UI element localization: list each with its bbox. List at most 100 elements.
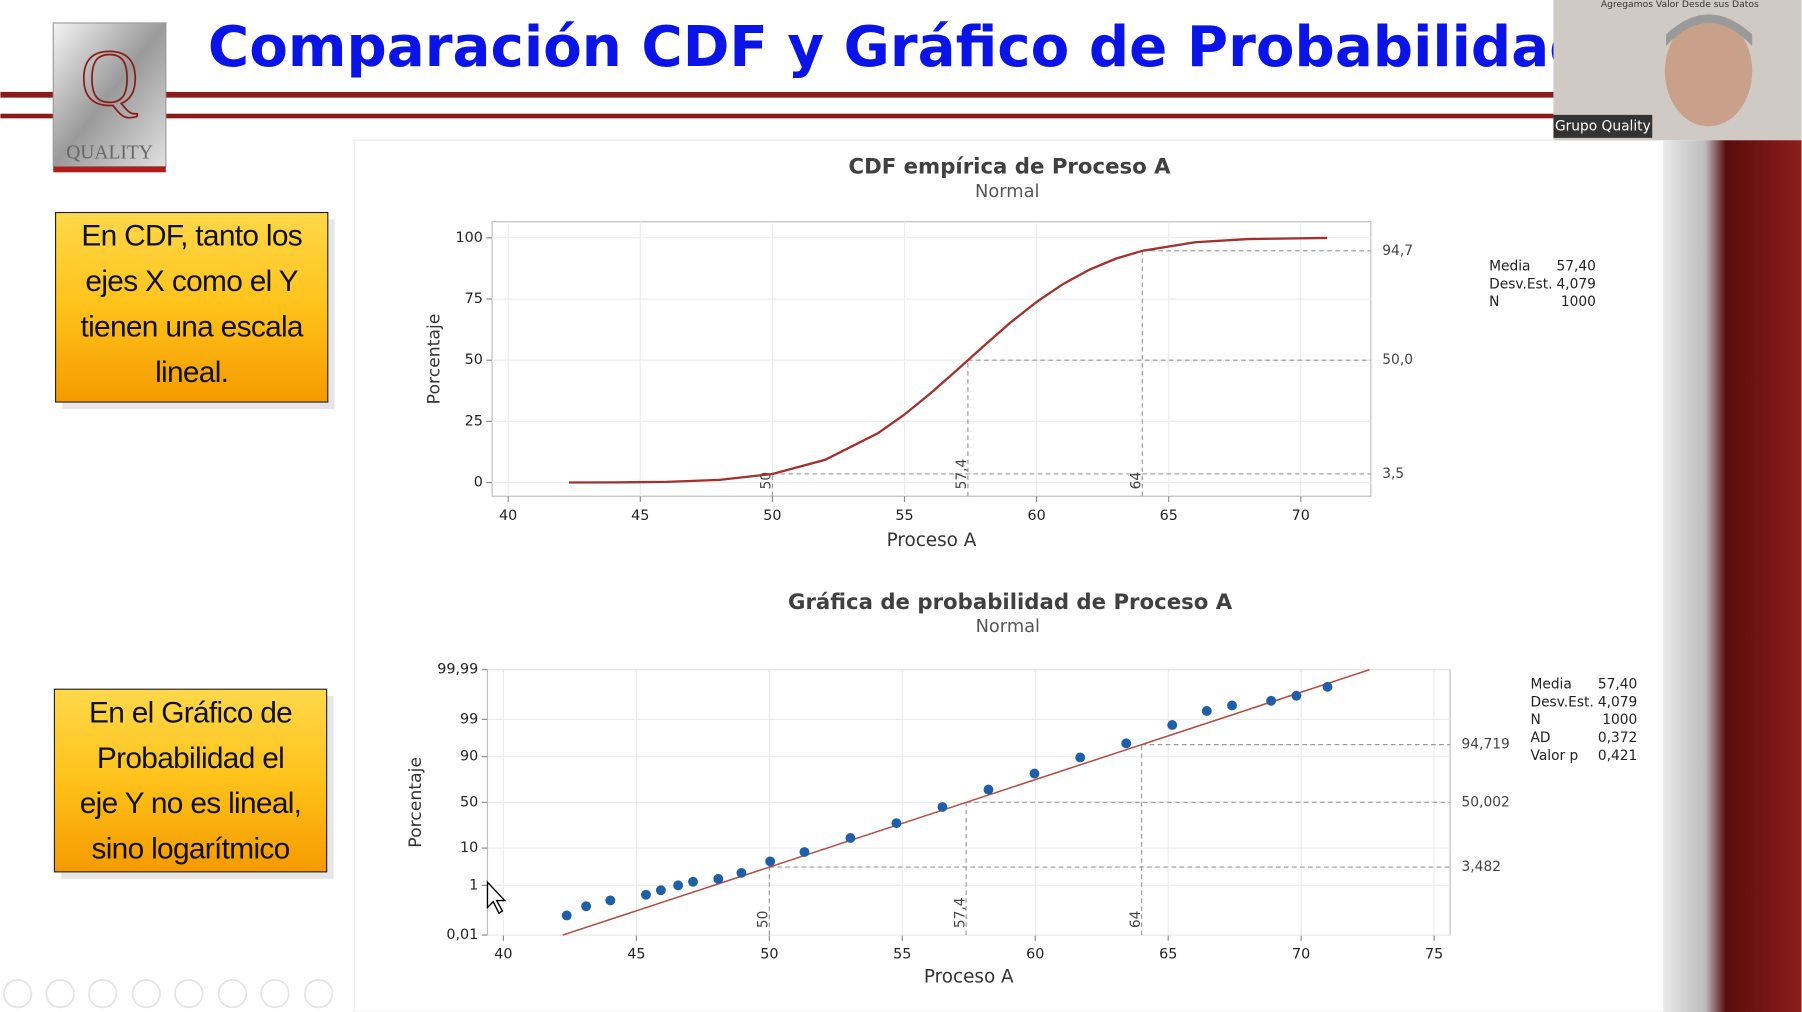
- notes: En CDF, tanto los ejes X como el Y tienen …: [53, 211, 335, 879]
- title-rule: [0, 91, 1554, 98]
- toolbar-button[interactable]: [45, 978, 75, 1009]
- side-decoration: [1663, 140, 1802, 1012]
- reference-x-label: 64: [1129, 472, 1145, 490]
- y-tick-label: 50: [465, 352, 483, 368]
- webcam-banner: Agregamos Valor Desde sus Datos: [1601, 0, 1759, 10]
- data-point: [1291, 690, 1302, 701]
- data-point: [605, 895, 616, 906]
- logo-text: QUALITY: [66, 142, 153, 163]
- reference-y-label: 50,0: [1382, 352, 1413, 368]
- data-point: [845, 833, 856, 843]
- y-tick-label: 99: [460, 711, 478, 727]
- toolbar-button[interactable]: [88, 978, 118, 1009]
- stat-value: 57,40: [1557, 258, 1596, 274]
- chart-subtitle: Normal: [976, 616, 1040, 637]
- data-point: [891, 818, 902, 829]
- data-point: [655, 885, 666, 896]
- x-tick-label: 40: [494, 947, 512, 963]
- y-tick-label: 25: [465, 413, 483, 429]
- note-box: [54, 211, 329, 403]
- stat-value: 1000: [1561, 294, 1596, 310]
- data-point: [641, 889, 651, 900]
- cdf-line: [568, 236, 1328, 484]
- data-point: [1167, 720, 1178, 730]
- y-tick-label: 0: [474, 475, 483, 491]
- toolbar-button[interactable]: [131, 978, 161, 1009]
- title-rule: [0, 113, 1554, 119]
- y-tick-label: 100: [455, 230, 482, 246]
- x-tick-label: 45: [627, 947, 645, 963]
- webcam-label: Grupo Quality: [1555, 118, 1651, 134]
- logo: [52, 22, 167, 168]
- x-tick-label: 40: [499, 508, 517, 524]
- x-axis-label: Proceso A: [924, 967, 1014, 988]
- x-tick-label: 65: [1160, 508, 1178, 524]
- reference-y-label: 94,719: [1462, 737, 1510, 753]
- y-tick-label: 75: [465, 291, 483, 307]
- data-point: [1266, 695, 1277, 706]
- chart-subtitle: Normal: [975, 181, 1039, 202]
- x-tick-label: 50: [763, 508, 781, 524]
- logo-mark: Q: [81, 34, 139, 123]
- webcam-label-bg: [1553, 114, 1653, 138]
- x-tick-label: 55: [893, 947, 911, 963]
- data-point: [983, 784, 994, 795]
- toolbar-button[interactable]: [3, 978, 33, 1009]
- reference-x-label: 64: [1128, 911, 1144, 929]
- toolbar-button[interactable]: [303, 978, 334, 1009]
- toolbar-button[interactable]: [217, 978, 248, 1009]
- webcam-person: [1664, 16, 1753, 127]
- data-point: [673, 880, 684, 891]
- x-tick-label: 65: [1159, 947, 1177, 963]
- stat-label: AD: [1530, 730, 1550, 746]
- note-text: En el Gráfico de: [89, 696, 292, 729]
- stat-label: Desv.Est.: [1530, 694, 1593, 710]
- y-tick-label: 90: [460, 749, 478, 765]
- note-text: sino logarítmico: [91, 832, 289, 865]
- note-text: ejes X como el Y: [85, 265, 298, 298]
- chart-title: Gráfica de probabilidad de Proceso A: [788, 590, 1233, 615]
- note-text: En CDF, tanto los: [81, 220, 302, 253]
- reference-x-label: 57,4: [952, 897, 968, 928]
- toolbar-button[interactable]: [260, 978, 290, 1009]
- stat-label: Valor p: [1530, 748, 1578, 764]
- note-text: lineal.: [155, 356, 228, 389]
- chart: Gráfica de probabilidad de Proceso ANorm…: [406, 590, 1637, 987]
- mouse-cursor: [486, 880, 507, 915]
- stat-label: Media: [1489, 258, 1530, 274]
- reference-y-label: 50,002: [1462, 794, 1510, 810]
- x-tick-label: 45: [631, 508, 649, 524]
- data-point: [1029, 768, 1040, 779]
- y-tick-label: 1: [469, 877, 478, 893]
- reference-x-label: 57,4: [954, 459, 970, 490]
- data-point: [1075, 752, 1086, 763]
- data-point: [1201, 706, 1212, 716]
- data-point: [581, 901, 592, 912]
- y-tick-label: 0,01: [446, 927, 478, 943]
- stat-label: N: [1530, 712, 1540, 728]
- note-box: [53, 688, 328, 873]
- logo-bar: [53, 166, 166, 173]
- stat-value: 57,40: [1598, 677, 1637, 693]
- y-tick-label: 99,99: [437, 662, 478, 678]
- data-point: [713, 873, 724, 884]
- x-tick-label: 75: [1425, 947, 1443, 963]
- data-point: [561, 910, 572, 921]
- x-tick-label: 70: [1292, 947, 1310, 963]
- y-tick-label: 50: [460, 794, 478, 810]
- webcam-hair: [1666, 14, 1753, 46]
- y-axis-label: Porcentaje: [406, 757, 426, 848]
- stat-value: 0,421: [1598, 748, 1637, 764]
- data-point: [765, 856, 776, 867]
- slide-title: Comparación CDF y Gráfico de Probabilida…: [208, 15, 1590, 80]
- data-point: [1121, 738, 1132, 749]
- note-text: tienen una escala: [80, 310, 303, 343]
- toolbar-button[interactable]: [174, 978, 204, 1009]
- data-point: [799, 847, 810, 857]
- stat-label: Desv.Est.: [1489, 276, 1552, 292]
- note-text: eje Y no es lineal,: [80, 787, 302, 820]
- data-point: [1227, 700, 1237, 711]
